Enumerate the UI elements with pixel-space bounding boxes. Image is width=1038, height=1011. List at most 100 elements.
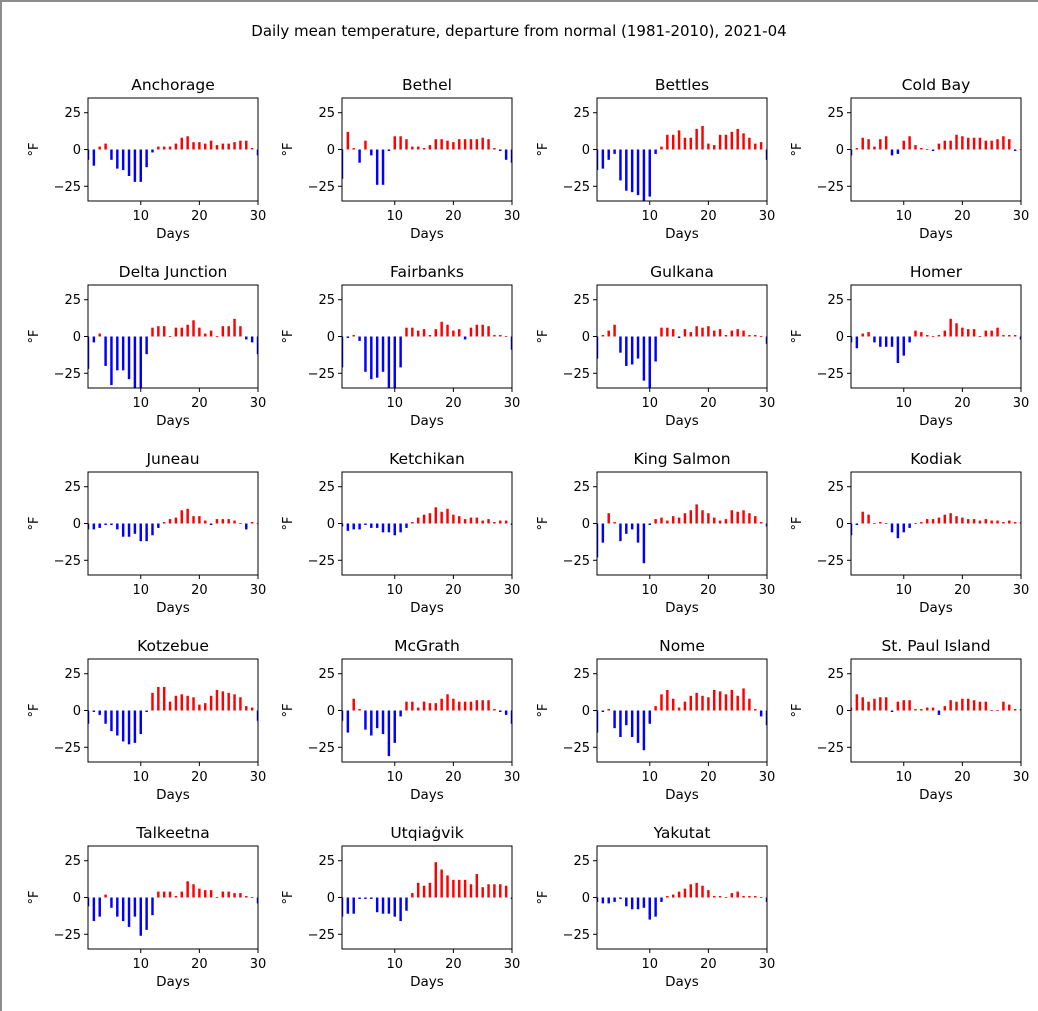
bar: [88, 710, 90, 724]
bar: [748, 698, 751, 711]
bar: [996, 139, 999, 150]
bar: [972, 137, 976, 150]
bar: [405, 523, 408, 528]
bar: [346, 897, 350, 914]
x-axis-label: Days: [665, 787, 699, 803]
x-tick-label: 30: [759, 583, 776, 598]
bar: [458, 516, 461, 524]
bar: [475, 324, 479, 337]
bar: [399, 136, 402, 150]
bar: [151, 149, 154, 153]
y-axis-label: °F: [27, 704, 42, 718]
bar: [399, 336, 402, 368]
bar: [88, 149, 90, 160]
bar: [890, 523, 894, 533]
bar: [428, 882, 432, 898]
bar: [689, 695, 693, 711]
bar: [765, 897, 767, 902]
x-tick-label: 10: [386, 583, 403, 598]
x-tick-label: 20: [445, 209, 462, 224]
plot-frame: [850, 284, 1022, 389]
chart-panel: −25 0 25 10 20 30 Talkeetna Days °F: [27, 824, 266, 990]
bar: [718, 691, 722, 711]
bar: [358, 149, 361, 163]
bar: [677, 707, 681, 711]
bar: [601, 710, 605, 712]
bar: [346, 131, 350, 150]
bar: [198, 327, 201, 337]
bar: [765, 710, 767, 726]
bar: [1013, 335, 1017, 337]
x-axis-label: Days: [410, 974, 444, 990]
bar: [701, 885, 704, 898]
x-axis-label: Days: [156, 226, 190, 242]
bar: [601, 523, 605, 543]
bar: [914, 523, 917, 524]
bar: [510, 897, 512, 899]
chart-title: Juneau: [145, 450, 199, 468]
bar: [387, 710, 391, 757]
bar: [98, 710, 101, 715]
bar: [1008, 704, 1011, 711]
bar: [937, 335, 941, 337]
bar: [879, 336, 882, 347]
x-tick-label: 20: [191, 396, 208, 411]
bar: [613, 710, 616, 729]
bar: [920, 332, 923, 337]
bar: [601, 149, 605, 169]
bar: [145, 710, 148, 712]
bar: [873, 523, 876, 524]
bar: [896, 523, 900, 539]
x-tick-label: 10: [641, 957, 658, 972]
bar: [487, 700, 490, 711]
bar: [358, 709, 361, 711]
bar: [221, 891, 225, 898]
bar: [660, 897, 663, 902]
bar: [937, 517, 941, 524]
y-axis-label: °F: [281, 517, 296, 531]
bar: [215, 336, 219, 337]
bar: [256, 710, 258, 721]
y-tick-label: 0: [836, 704, 844, 719]
bar: [104, 894, 107, 898]
x-tick-label: 20: [191, 957, 208, 972]
bar: [1019, 522, 1021, 524]
bar: [463, 336, 467, 340]
bar: [742, 330, 745, 337]
bar: [908, 523, 911, 528]
x-tick-label: 10: [386, 209, 403, 224]
bar: [239, 893, 242, 898]
bar: [416, 517, 420, 524]
bar: [352, 335, 355, 337]
bar: [851, 523, 853, 536]
x-tick-label: 20: [445, 957, 462, 972]
bar: [597, 710, 599, 733]
bar: [625, 710, 628, 726]
bar: [375, 149, 379, 185]
bar: [387, 149, 391, 151]
y-axis-label: °F: [790, 704, 805, 718]
bar: [168, 336, 172, 337]
y-tick-label: −25: [308, 180, 335, 195]
bar: [695, 504, 698, 524]
bar: [416, 707, 420, 711]
bar: [98, 146, 101, 150]
bar: [695, 882, 698, 898]
bar: [990, 520, 993, 524]
y-axis-label: °F: [790, 517, 805, 531]
bar: [499, 710, 502, 712]
x-tick-label: 10: [386, 770, 403, 785]
bar: [364, 897, 367, 899]
bar: [851, 336, 853, 343]
bar: [683, 513, 687, 524]
x-tick-label: 20: [700, 209, 717, 224]
bar: [434, 507, 438, 524]
bar: [227, 519, 230, 524]
bar: [990, 140, 993, 150]
bar: [381, 149, 385, 185]
x-axis-label: Days: [410, 413, 444, 429]
bar: [949, 700, 952, 711]
bar: [671, 698, 675, 711]
bar: [227, 143, 230, 150]
y-axis-label: °F: [790, 330, 805, 344]
